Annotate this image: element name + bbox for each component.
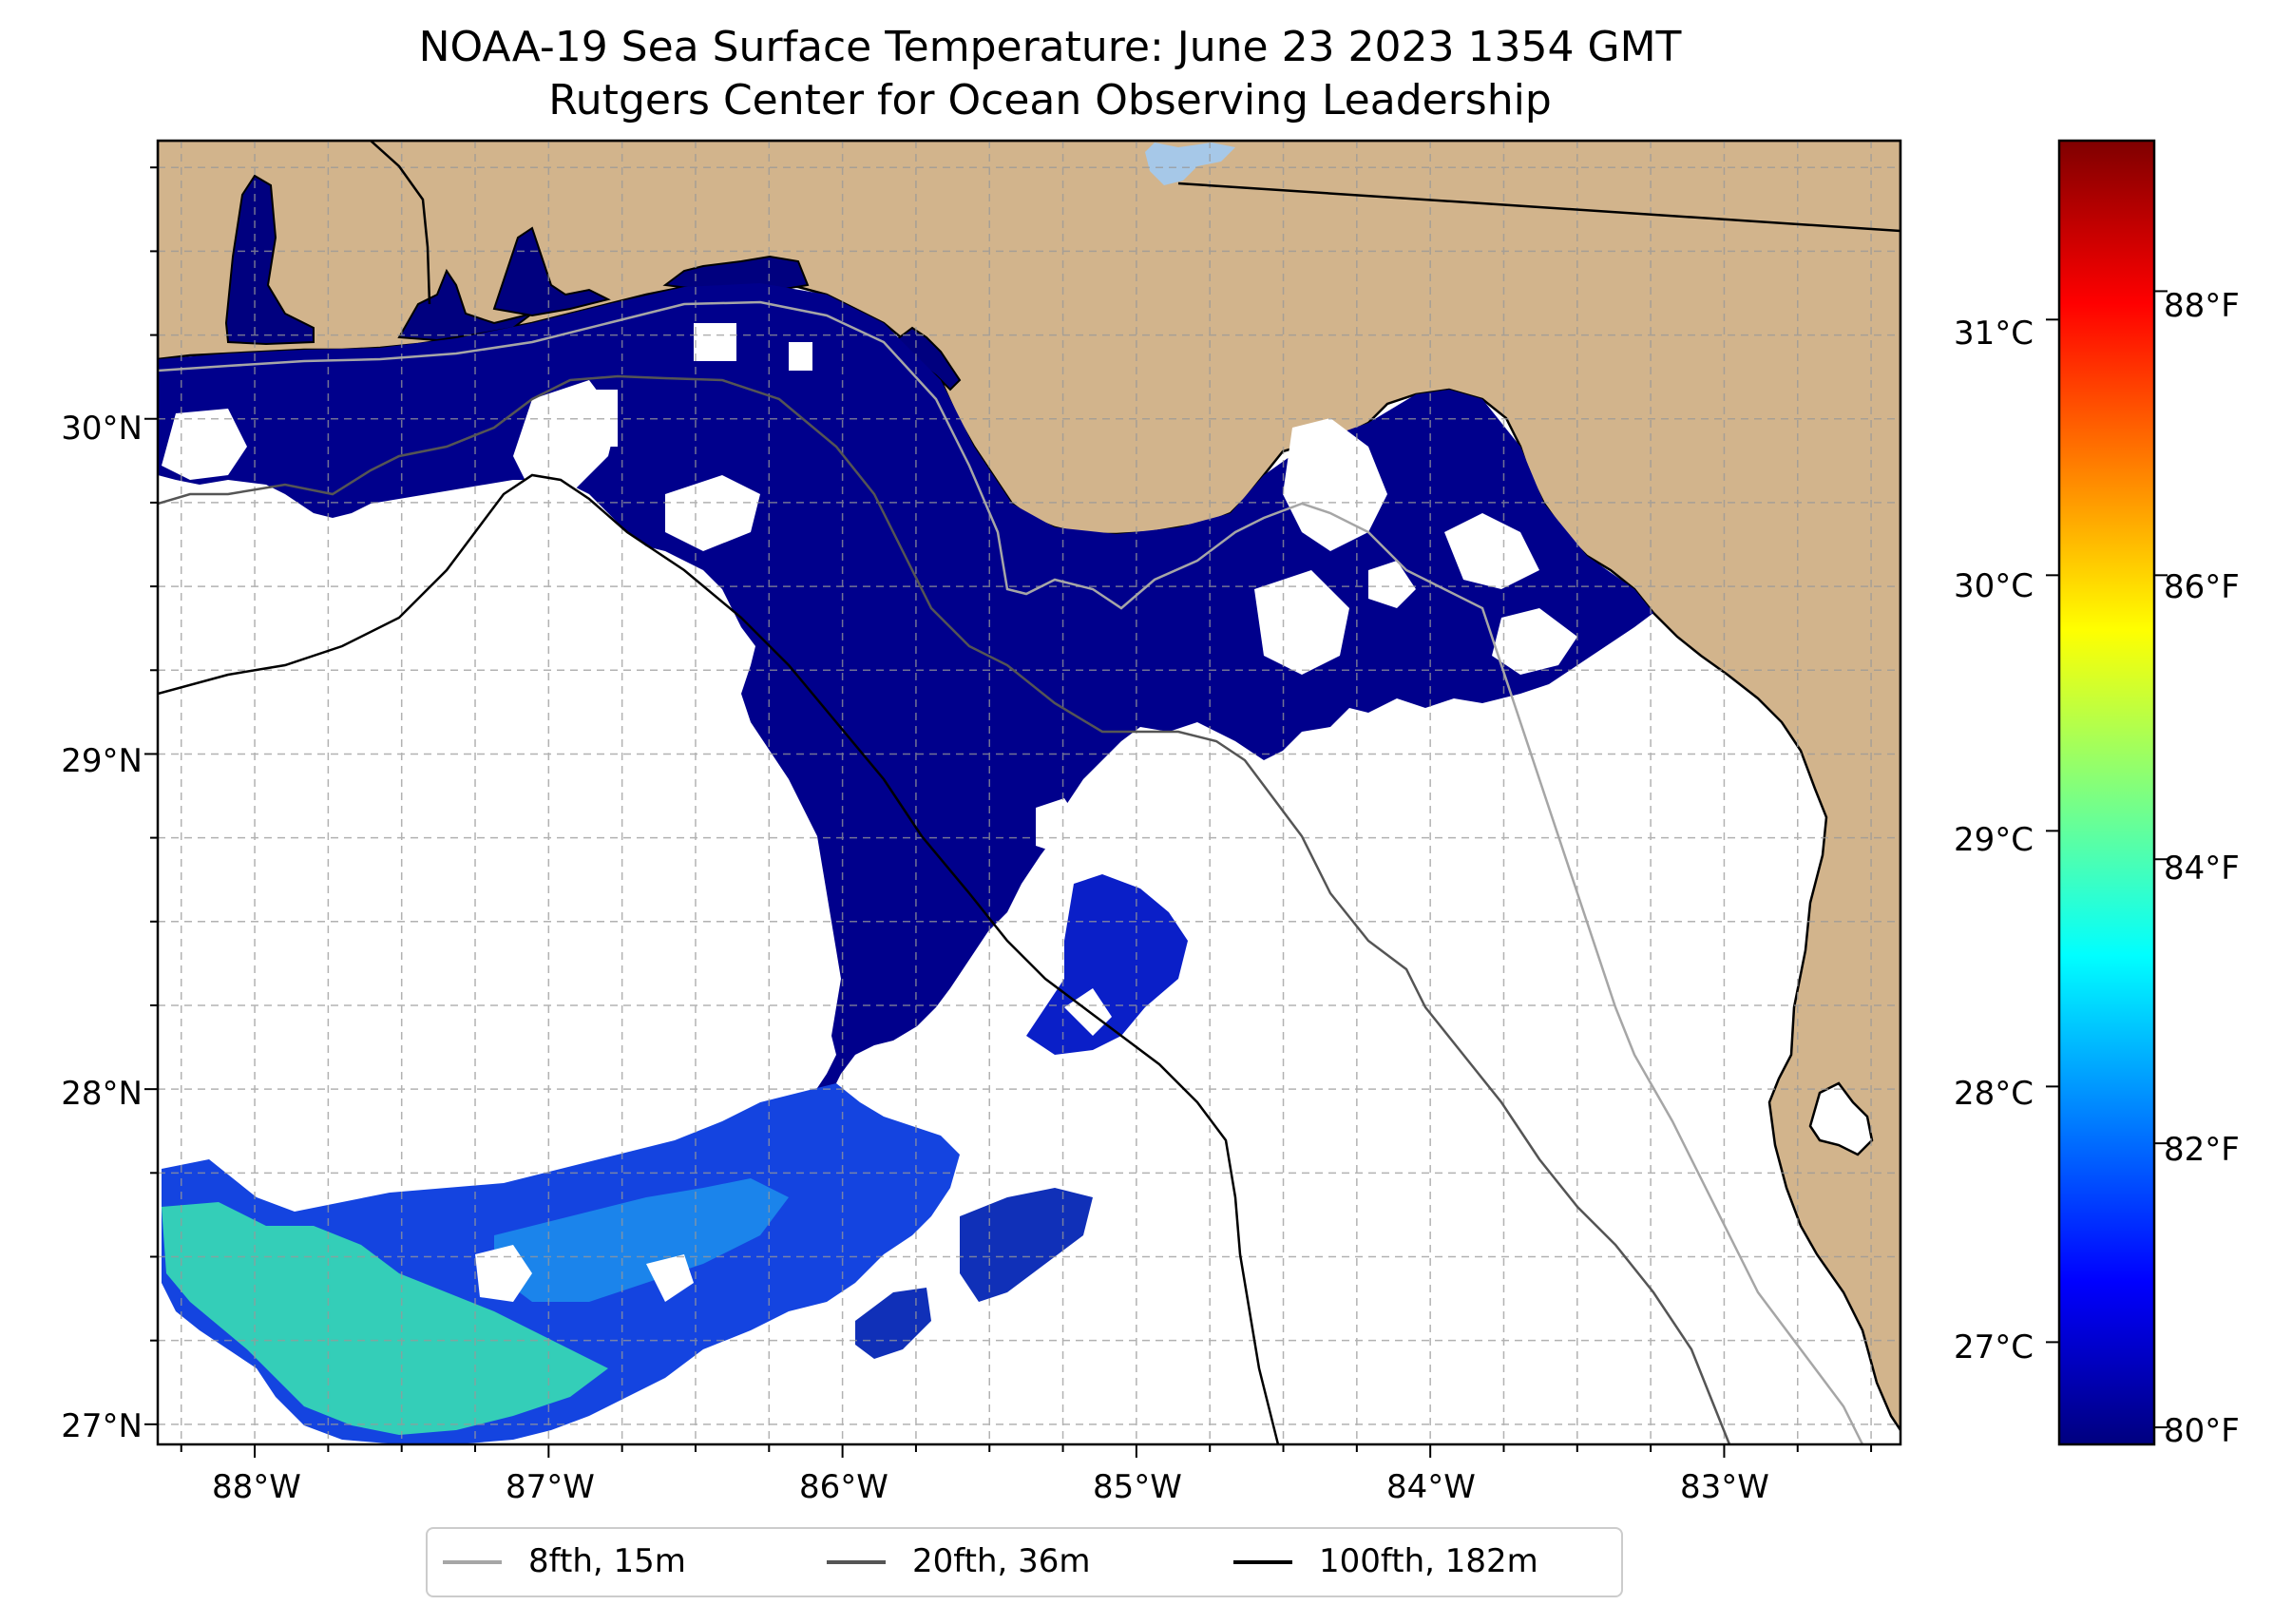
map-gridlines <box>158 141 1900 1444</box>
lon-label-87w: 87°W <box>506 1468 595 1506</box>
lon-label-84w: 84°W <box>1386 1468 1476 1506</box>
sst-small-patch <box>855 1288 931 1359</box>
figure-title: NOAA-19 Sea Surface Temperature: June 23… <box>418 23 1682 71</box>
choctawhatchee-bay <box>492 226 611 317</box>
lat-label-27n: 27°N <box>61 1407 143 1445</box>
figure-subtitle: Rutgers Center for Ocean Observing Leade… <box>548 76 1552 124</box>
lat-label-29n: 29°N <box>61 742 143 780</box>
lon-label-85w: 85°W <box>1093 1468 1182 1506</box>
legend-label-8fth: 8fth, 15m <box>528 1542 686 1580</box>
inland-lake <box>1145 143 1235 185</box>
colorbar-label-31c: 31°C <box>1953 315 2034 353</box>
legend-entry-20fth: 20fth, 36m <box>827 1529 1188 1595</box>
colorbar-ticks <box>2046 290 2168 1429</box>
legend-entry-100fth: 100fth, 182m <box>1233 1529 1614 1595</box>
colorbar-label-86f: 86°F <box>2164 568 2240 606</box>
colorbar-label-84f: 84°F <box>2164 850 2240 888</box>
tampa-bay <box>1808 1081 1874 1156</box>
colorbar-label-27c: 27°C <box>1953 1328 2034 1366</box>
legend-swatch-8fth <box>443 1560 502 1564</box>
colorbar-label-80f: 80°F <box>2164 1412 2240 1450</box>
state-border <box>370 141 431 305</box>
isobath-20fth <box>158 374 1731 1444</box>
legend-swatch-100fth <box>1233 1560 1292 1564</box>
sst-warm-patch <box>162 1202 608 1435</box>
isobath-8fth <box>158 300 1864 1444</box>
map-frame <box>156 139 1902 1446</box>
isobath-legend: 8fth, 15m 20fth, 36m 100fth, 182m <box>426 1527 1623 1597</box>
colorbar-label-29c: 29°C <box>1953 821 2034 859</box>
colorbar-label-30c: 30°C <box>1953 567 2034 605</box>
lon-label-88w: 88°W <box>212 1468 301 1506</box>
lon-label-83w: 83°W <box>1680 1468 1769 1506</box>
lon-label-86w: 86°W <box>799 1468 888 1506</box>
legend-label-100fth: 100fth, 182m <box>1319 1542 1538 1580</box>
cloud-mask <box>162 323 1577 1302</box>
state-border-north <box>1177 182 1900 233</box>
legend-swatch-20fth <box>827 1560 886 1564</box>
sst-nearshore-coverage <box>158 283 1653 1121</box>
axis-ticks <box>144 166 1873 1458</box>
sst-mid-patch <box>494 1178 789 1302</box>
lat-label-28n: 28°N <box>61 1075 143 1113</box>
mobile-bay <box>224 174 315 346</box>
legend-entry-8fth: 8fth, 15m <box>443 1529 785 1595</box>
sst-east-patch <box>960 1188 1093 1302</box>
colorbar-label-28c: 28°C <box>1953 1075 2034 1113</box>
isobath-100fth <box>158 473 1280 1444</box>
colorbar <box>2057 139 2156 1446</box>
legend-label-20fth: 20fth, 36m <box>912 1542 1091 1580</box>
lat-label-30n: 30°N <box>61 410 143 448</box>
colorbar-label-82f: 82°F <box>2164 1131 2240 1169</box>
colorbar-label-88f: 88°F <box>2164 287 2240 325</box>
